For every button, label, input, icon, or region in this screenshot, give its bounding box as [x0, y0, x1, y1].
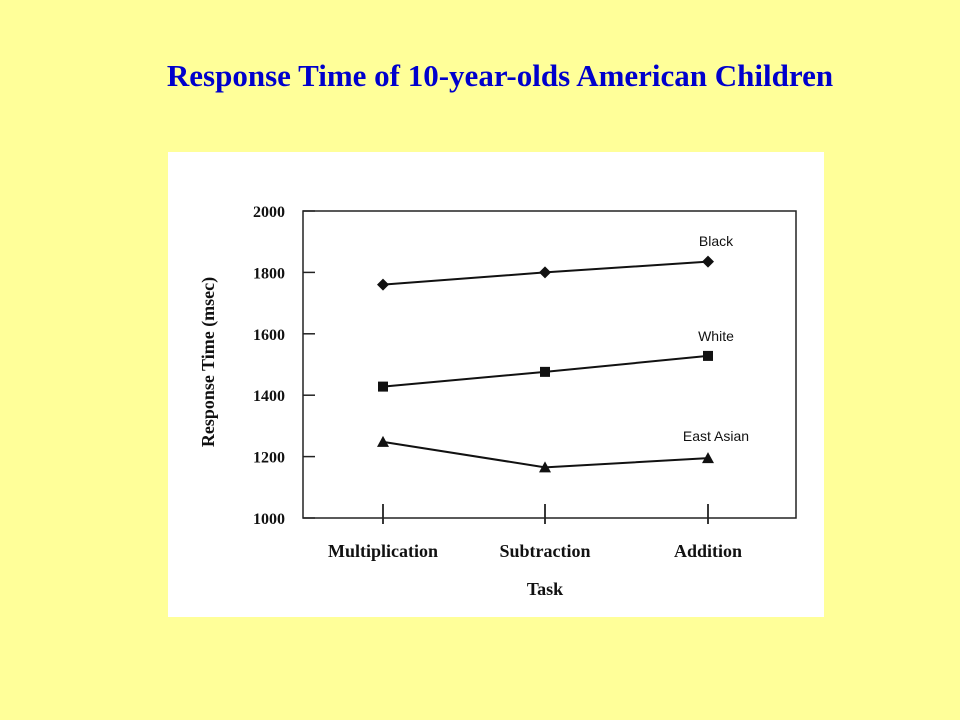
data-point-diamond [702, 255, 714, 268]
y-tick-label: 1400 [253, 388, 285, 405]
series-layer: Black White East Asian [377, 233, 749, 473]
line-chart: 1000 1200 1400 1600 1800 2000 Multiplication Su… [198, 204, 797, 599]
data-point-triangle [377, 435, 389, 447]
y-tick-label: 1600 [253, 327, 285, 344]
data-point-triangle [702, 452, 714, 464]
data-point-square [378, 381, 388, 392]
chart-panel: 1000 1200 1400 1600 1800 2000 Multiplication Su… [168, 152, 824, 617]
x-category-label: Addition [674, 541, 742, 561]
series-label: White [698, 328, 734, 344]
y-tick-label: 1800 [253, 265, 285, 282]
data-point-square [540, 366, 550, 377]
series-label: Black [699, 233, 734, 249]
series-label: East Asian [683, 428, 749, 444]
x-axis-title: Task [527, 579, 563, 599]
series-east-asian: East Asian [377, 428, 749, 473]
y-tick-label: 2000 [253, 204, 285, 221]
plot-frame [302, 210, 797, 519]
data-point-triangle [539, 461, 551, 473]
x-category-label: Multiplication [328, 541, 438, 561]
y-axis-title: Response Time (msec) [198, 277, 219, 447]
data-point-diamond [377, 278, 389, 291]
y-tick-label: 1200 [253, 450, 285, 467]
y-tick-label: 1000 [253, 511, 285, 528]
x-category-label: Subtraction [499, 541, 590, 561]
series-black: Black [377, 233, 734, 291]
axes-layer: 1000 1200 1400 1600 1800 2000 Multiplication Su… [253, 204, 797, 561]
data-point-diamond [539, 266, 551, 279]
data-point-square [703, 350, 713, 361]
slide-title: Response Time of 10-year-olds American C… [166, 58, 834, 93]
series-white: White [378, 328, 734, 392]
